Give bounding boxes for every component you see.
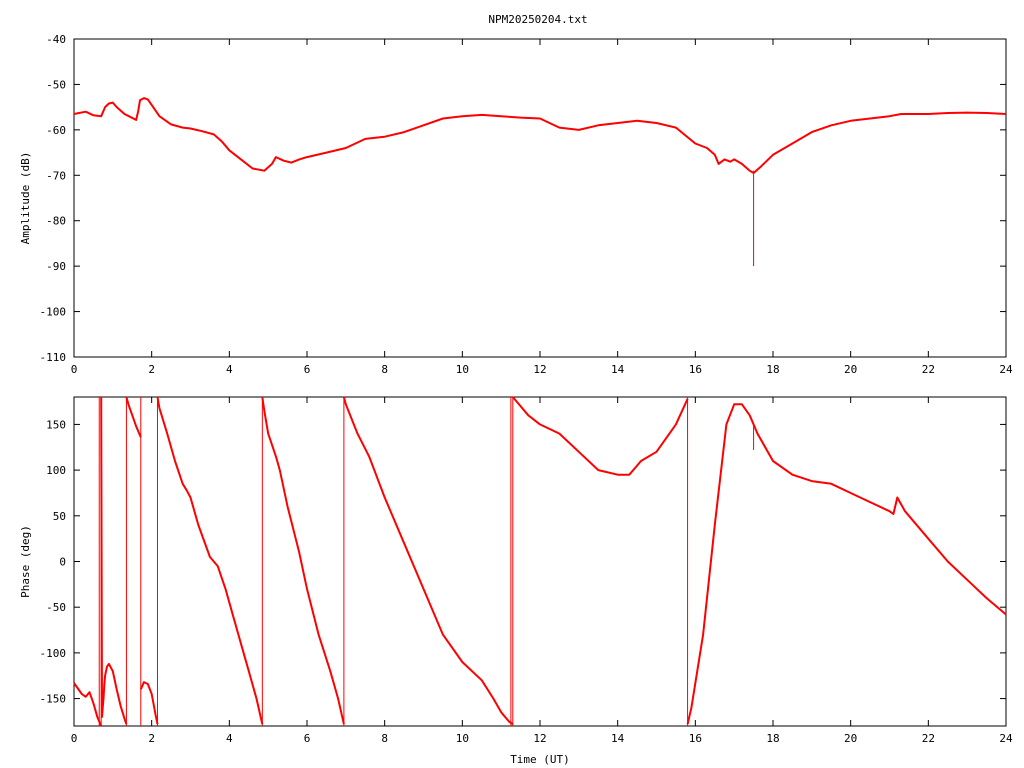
y-tick-label: 150 — [46, 418, 66, 431]
y-tick-label: 0 — [59, 556, 66, 569]
x-tick-label: 8 — [381, 732, 388, 745]
x-tick-label: 10 — [456, 363, 469, 376]
y-tick-label: -150 — [40, 693, 67, 706]
x-tick-label: 4 — [226, 363, 233, 376]
y-tick-label: -110 — [40, 351, 67, 364]
x-tick-label: 18 — [766, 363, 779, 376]
amplitude-panel: 0 2 4 6 8 10 12 14 16 18 20 22 24-110-100-90-80-70-6… — [19, 33, 1013, 376]
x-tick-label: 16 — [689, 732, 702, 745]
x-tick-label: 24 — [999, 363, 1013, 376]
x-tick-label: 10 — [456, 732, 469, 745]
x-tick-label: 22 — [922, 363, 935, 376]
x-tick-label: 12 — [533, 732, 546, 745]
series-line — [342, 396, 514, 726]
y-tick-label: 50 — [53, 510, 66, 523]
y-axis-label: Phase (deg) — [19, 525, 32, 598]
x-tick-label: 0 — [71, 732, 78, 745]
y-tick-label: -90 — [46, 260, 66, 273]
y-tick-label: -60 — [46, 124, 66, 137]
x-tick-label: 8 — [381, 363, 388, 376]
y-tick-label: -100 — [40, 647, 67, 660]
y-tick-label: -40 — [46, 33, 66, 46]
x-tick-label: 2 — [148, 732, 155, 745]
series-line — [686, 403, 1007, 725]
x-tick-label: 18 — [766, 732, 779, 745]
x-tick-label: 20 — [844, 363, 857, 376]
y-tick-label: -50 — [46, 78, 66, 91]
series-line — [261, 396, 345, 725]
y-tick-label: -50 — [46, 601, 66, 614]
x-tick-label: 6 — [304, 363, 311, 376]
x-tick-label: 4 — [226, 732, 233, 745]
series-line — [156, 396, 264, 725]
x-axis-label: Time (UT) — [510, 753, 570, 766]
series-line — [139, 681, 159, 725]
phase-panel: 0 2 4 6 8 10 12 14 16 18 20 22 24-150-100-5005010015… — [19, 396, 1013, 766]
plot-frame — [73, 38, 1007, 358]
series-line — [512, 396, 689, 476]
x-tick-label: 16 — [689, 363, 702, 376]
y-tick-label: 100 — [46, 464, 66, 477]
y-tick-label: -70 — [46, 169, 66, 182]
x-tick-label: 24 — [999, 732, 1013, 745]
x-tick-label: 14 — [611, 363, 625, 376]
series-line — [73, 682, 103, 727]
chart-title: NPM20250204.txt — [488, 13, 587, 26]
series-line — [100, 396, 128, 725]
x-tick-label: 22 — [922, 732, 935, 745]
series-line — [73, 97, 1007, 174]
y-tick-label: -80 — [46, 215, 66, 228]
y-tick-label: -100 — [40, 306, 67, 319]
x-tick-label: 0 — [71, 363, 78, 376]
x-tick-label: 2 — [148, 363, 155, 376]
y-axis-label: Amplitude (dB) — [19, 152, 32, 245]
x-tick-label: 20 — [844, 732, 857, 745]
series-line — [125, 396, 142, 438]
x-tick-label: 14 — [611, 732, 625, 745]
x-tick-label: 12 — [533, 363, 546, 376]
x-tick-label: 6 — [304, 732, 311, 745]
